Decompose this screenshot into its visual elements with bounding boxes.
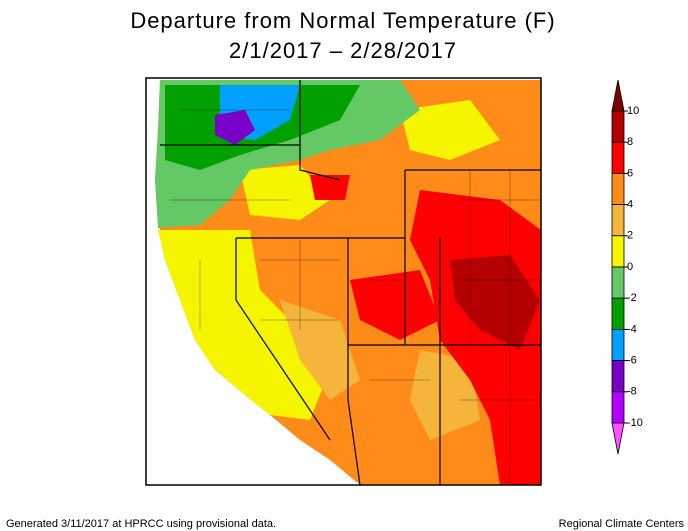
colorbar-arrow-top [611,79,625,112]
colorbar-segment [611,141,625,174]
colorbar-segment [611,391,625,424]
zone-red [350,270,440,340]
colorbar-tick-label: 8 [627,136,633,148]
title: Departure from Normal Temperature (F) [130,8,555,33]
colorbar-tick-label: -4 [627,323,637,335]
colorbar-tick-label: 2 [627,230,633,242]
colorbar-tick-label: -8 [627,386,637,398]
zone-darkred [450,255,540,350]
colorbar-tick-label: 0 [627,261,633,273]
map [145,77,542,486]
zone-purple [215,110,255,145]
colorbar-segment [611,328,625,361]
zone-red [310,175,350,200]
colorbar-segment [611,360,625,393]
colorbar-arrow-bottom [611,422,625,455]
colorbar-tick-label: -6 [627,355,637,367]
county-boundaries [170,109,541,485]
zone-yellow [400,100,500,160]
zone-yellow [158,230,330,420]
colorbar: 10 8 6 4 2 0 -2 -4 -6 -8 -10 [611,79,643,455]
colorbar-tick-label: 10 [627,105,639,117]
colorbar-tick-label: -2 [627,292,637,304]
subtitle: 2/1/2017 – 2/28/2017 [229,38,457,63]
state-boundaries [160,80,541,486]
zone-yellow [240,165,330,220]
colorbar-tick-label: 4 [627,199,633,211]
zone-gold [410,350,480,440]
colorbar-segment [611,297,625,330]
colorbar-tick-label: -10 [627,417,643,429]
colorbar-tick-label: 6 [627,167,633,179]
colorbar-segment [611,235,625,268]
map-frame [145,77,542,486]
colorbar-segment [611,172,625,205]
colorbar-segment [611,266,625,299]
colorbar-segment [611,110,625,143]
footer-right: Regional Climate Centers [559,518,685,530]
footer-left: Generated 3/11/2017 at HPRCC using provi… [6,518,276,530]
colorbar-segment [611,204,625,237]
